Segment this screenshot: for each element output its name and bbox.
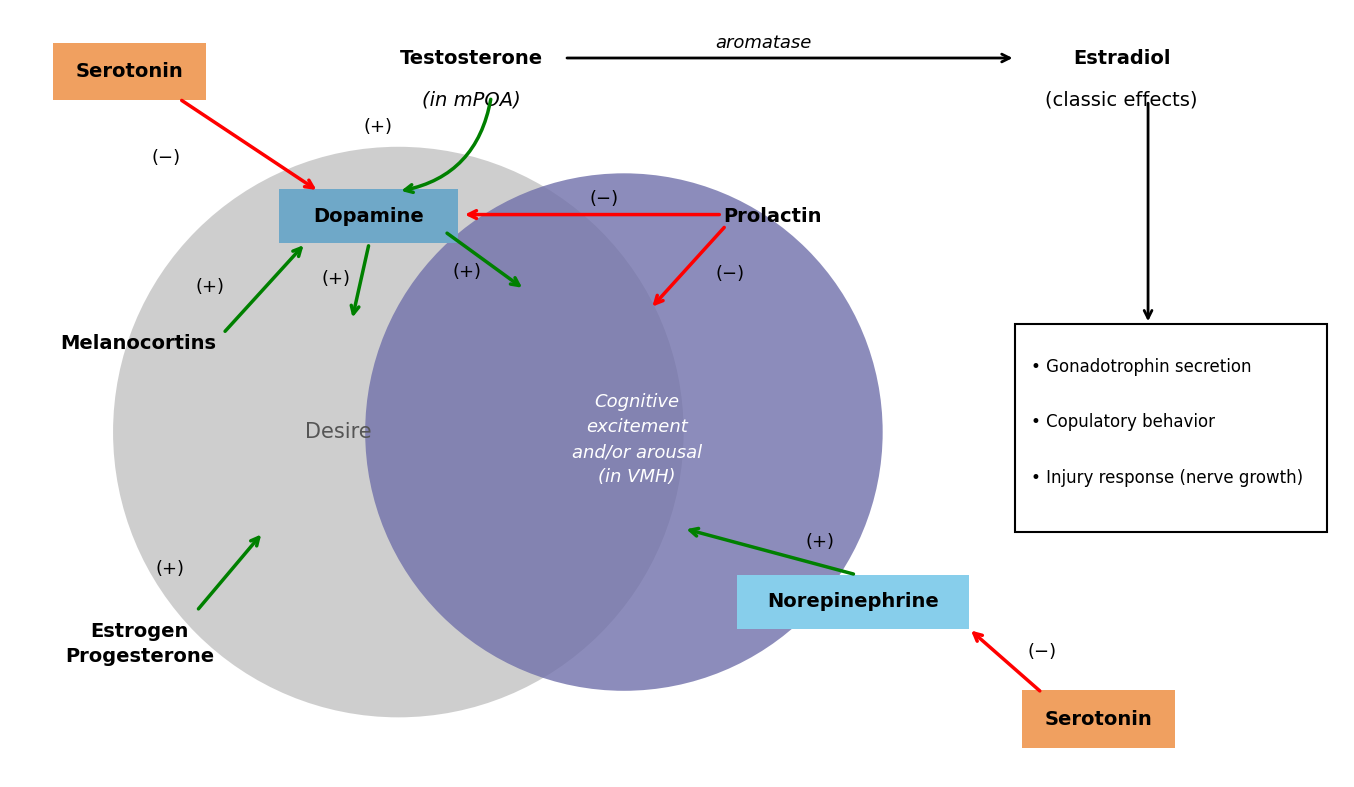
- Text: • Gonadotrophin secretion: • Gonadotrophin secretion: [1032, 357, 1252, 375]
- Text: Dopamine: Dopamine: [313, 207, 424, 226]
- Text: Estradiol: Estradiol: [1072, 49, 1170, 68]
- Text: (−): (−): [589, 190, 619, 208]
- Text: Prolactin: Prolactin: [723, 207, 822, 226]
- Ellipse shape: [366, 173, 883, 691]
- Text: Testosterone: Testosterone: [399, 49, 543, 68]
- FancyBboxPatch shape: [737, 575, 969, 629]
- FancyBboxPatch shape: [1016, 324, 1327, 532]
- Text: (+): (+): [806, 533, 835, 551]
- Text: (+): (+): [195, 278, 225, 296]
- Text: (+): (+): [364, 118, 393, 136]
- FancyBboxPatch shape: [1022, 690, 1175, 748]
- Text: (classic effects): (classic effects): [1045, 91, 1198, 110]
- Text: Cognitive
excitement
and/or arousal
(in VMH): Cognitive excitement and/or arousal (in …: [573, 394, 703, 486]
- Text: (in mPOA): (in mPOA): [422, 91, 521, 110]
- Text: (+): (+): [156, 560, 184, 578]
- FancyBboxPatch shape: [279, 189, 458, 243]
- Text: Melanocortins: Melanocortins: [60, 334, 217, 353]
- Text: Estrogen
Progesterone: Estrogen Progesterone: [65, 623, 214, 666]
- Text: • Injury response (nerve growth): • Injury response (nerve growth): [1032, 468, 1304, 486]
- Text: Serotonin: Serotonin: [76, 62, 184, 81]
- Text: • Copulatory behavior: • Copulatory behavior: [1032, 413, 1216, 431]
- Text: (−): (−): [1028, 643, 1056, 661]
- Text: (−): (−): [715, 265, 745, 283]
- Text: (+): (+): [321, 271, 351, 288]
- FancyBboxPatch shape: [53, 42, 206, 101]
- Text: Norepinephrine: Norepinephrine: [766, 593, 938, 611]
- Text: aromatase: aromatase: [715, 34, 811, 52]
- Ellipse shape: [114, 146, 684, 718]
- Text: Desire: Desire: [305, 422, 372, 442]
- Text: (−): (−): [152, 150, 180, 168]
- Text: (+): (+): [452, 263, 482, 281]
- Text: Serotonin: Serotonin: [1044, 710, 1152, 729]
